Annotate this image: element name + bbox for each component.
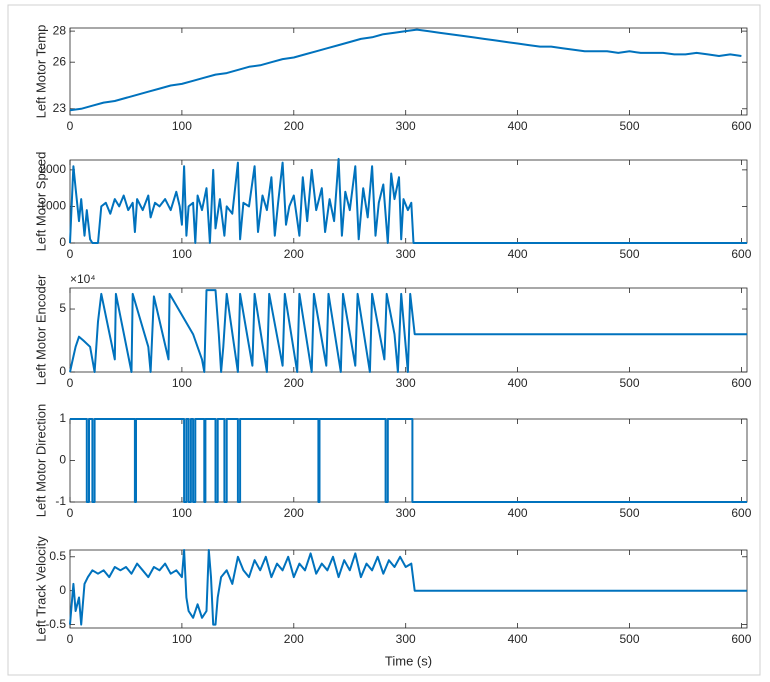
y-tick-label: 26 [53, 54, 67, 68]
x-tick-label: 100 [172, 376, 192, 390]
x-tick-label: 500 [619, 376, 639, 390]
y-tick-label: 2000 [39, 162, 66, 176]
x-tick-label: 300 [396, 506, 416, 520]
data-line [69, 289, 747, 373]
y-tick-label: 0.5 [49, 549, 66, 563]
x-tick-label: 500 [619, 506, 639, 520]
x-tick-label: 600 [731, 376, 751, 390]
y-axis-label: Left Motor Direction [33, 404, 48, 517]
x-tick-label: 0 [67, 119, 74, 133]
x-tick-label: 600 [731, 247, 751, 261]
y-tick-label: -1 [55, 494, 66, 508]
x-tick-label: 600 [731, 506, 751, 520]
x-tick-label: 0 [67, 632, 74, 646]
y-tick-label: 0 [59, 453, 66, 467]
y-axis-label: Left Track Velocity [33, 536, 48, 642]
y-tick-label: 1 [59, 411, 66, 425]
x-tick-label: 300 [396, 119, 416, 133]
x-tick-label: 200 [284, 376, 304, 390]
x-tick-label: 400 [508, 119, 528, 133]
axes-box [69, 27, 748, 116]
x-tick-label: 600 [731, 119, 751, 133]
x-tick-label: 500 [619, 632, 639, 646]
x-tick-label: 0 [67, 376, 74, 390]
y-tick-label: 0 [59, 364, 66, 378]
data-line [69, 28, 742, 112]
y-tick-label: -0.5 [45, 617, 66, 631]
y-tick-label: 5 [59, 301, 66, 315]
y-tick-label: 28 [53, 23, 67, 37]
x-tick-label: 100 [172, 632, 192, 646]
x-tick-label: 100 [172, 247, 192, 261]
x-tick-label: 400 [508, 632, 528, 646]
x-axis-label: Time (s) [385, 653, 432, 668]
y-tick-label: 0 [59, 583, 66, 597]
data-line [70, 418, 747, 503]
axis-exponent: ×10⁴ [70, 272, 96, 286]
x-tick-label: 100 [172, 506, 192, 520]
x-tick-label: 500 [619, 119, 639, 133]
y-axis-label: Left Motor Temp [33, 25, 48, 119]
x-tick-label: 400 [508, 247, 528, 261]
data-line [69, 549, 747, 626]
x-tick-label: 200 [284, 632, 304, 646]
x-tick-label: 300 [396, 632, 416, 646]
x-tick-label: 300 [396, 376, 416, 390]
y-axis-label: Left Motor Speed [33, 152, 48, 252]
x-tick-label: 300 [396, 247, 416, 261]
x-tick-label: 400 [508, 376, 528, 390]
x-tick-label: 200 [284, 119, 304, 133]
y-tick-label: 23 [53, 101, 67, 115]
figure-frame [7, 4, 761, 676]
x-tick-label: 100 [172, 119, 192, 133]
y-tick-label: 0 [59, 235, 66, 249]
data-line [69, 157, 747, 244]
axes-box [69, 159, 748, 244]
y-tick-label: 1000 [39, 199, 66, 213]
x-tick-label: 600 [731, 632, 751, 646]
x-tick-label: 0 [67, 247, 74, 261]
x-tick-label: 200 [284, 506, 304, 520]
x-tick-label: 200 [284, 247, 304, 261]
axes-box [69, 549, 748, 629]
y-axis-label: Left Motor Encoder [33, 274, 48, 385]
x-tick-label: 0 [67, 506, 74, 520]
x-tick-label: 400 [508, 506, 528, 520]
x-tick-label: 500 [619, 247, 639, 261]
